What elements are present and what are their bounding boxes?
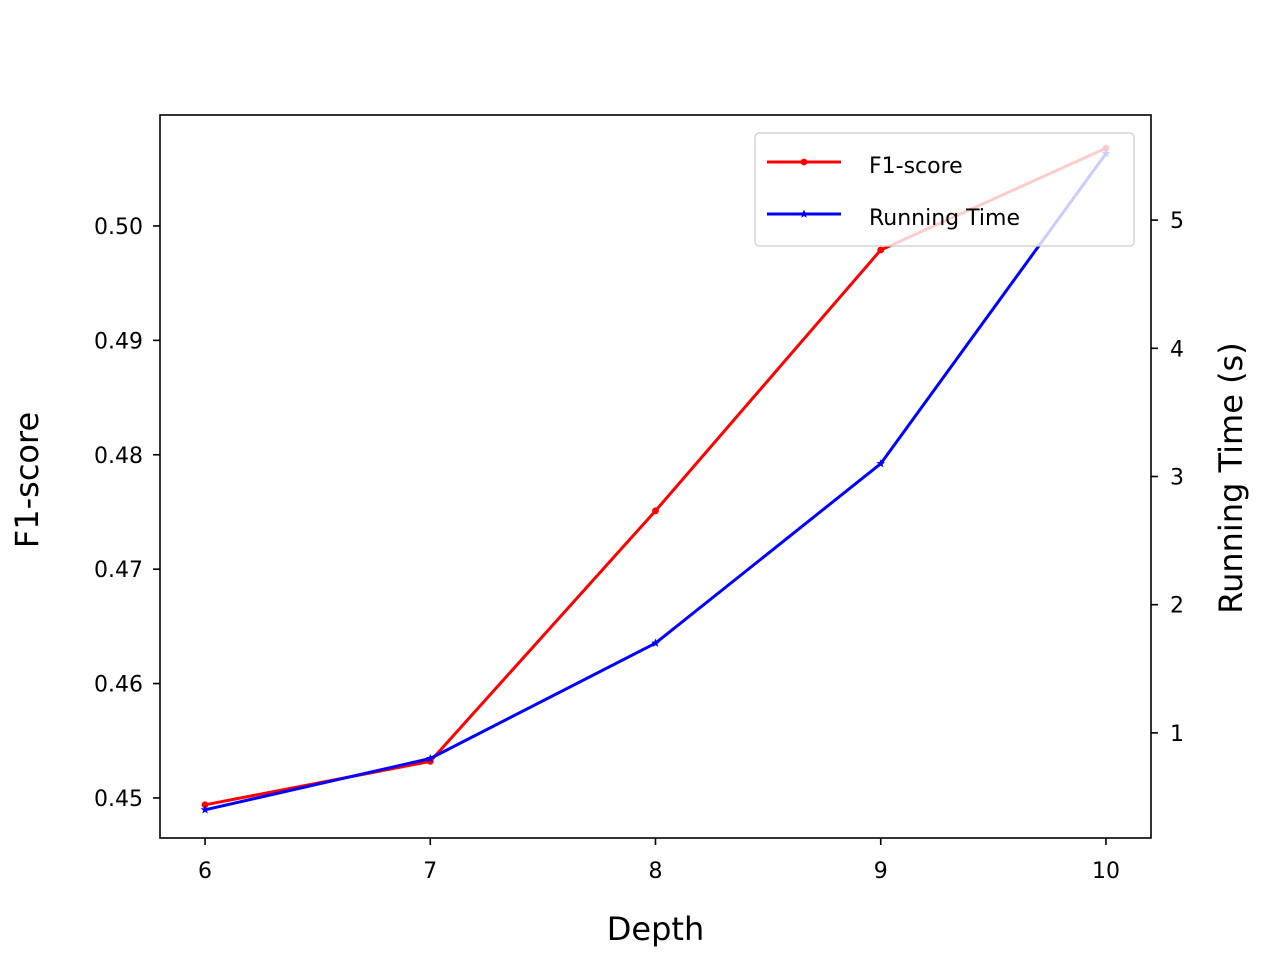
data-point-time: [425, 753, 435, 763]
y-tick-label: 0.50: [94, 215, 143, 240]
data-point-time: [200, 805, 210, 814]
y-tick-label: 0.45: [94, 787, 143, 812]
x-tick-label: 10: [1092, 859, 1120, 884]
legend-marker-time: [799, 209, 809, 218]
y-axis-right: 1 2 3 4 5: [1151, 209, 1184, 747]
y2-tick-label: 3: [1170, 466, 1184, 491]
legend: F1-score Running Time: [754, 132, 1135, 247]
x-tick-label: 8: [649, 859, 663, 884]
data-point-time: [876, 459, 886, 468]
x-axis-title: Depth: [607, 910, 704, 948]
x-tick-label: 7: [423, 859, 437, 884]
y-tick-label: 0.46: [94, 673, 143, 698]
y-tick-label: 0.48: [94, 444, 143, 469]
legend-label-time: Running Time: [869, 206, 1020, 231]
x-tick-label: 9: [874, 859, 888, 884]
data-point-f1: [877, 246, 885, 254]
y2-tick-label: 4: [1170, 337, 1184, 362]
legend-label-f1: F1-score: [869, 154, 963, 179]
legend-marker-f1: [800, 158, 808, 166]
y2-tick-label: 1: [1170, 722, 1184, 747]
y-tick-label: 0.49: [94, 329, 143, 354]
y-axis-left: 0.45 0.46 0.47 0.48 0.49 0.50: [94, 215, 160, 812]
y-tick-label: 0.47: [94, 558, 143, 583]
y-axis-title: F1-score: [8, 412, 46, 548]
y2-tick-label: 5: [1170, 209, 1184, 234]
y2-tick-label: 2: [1170, 594, 1184, 619]
y2-axis-title: Running Time (s): [1212, 342, 1250, 613]
x-axis: 6 7 8 9 10: [198, 838, 1120, 884]
data-point-time: [651, 638, 660, 647]
data-point-f1: [652, 507, 659, 515]
data-point-f1: [201, 801, 209, 809]
x-tick-label: 6: [198, 859, 212, 884]
legend-box: [754, 132, 1135, 247]
